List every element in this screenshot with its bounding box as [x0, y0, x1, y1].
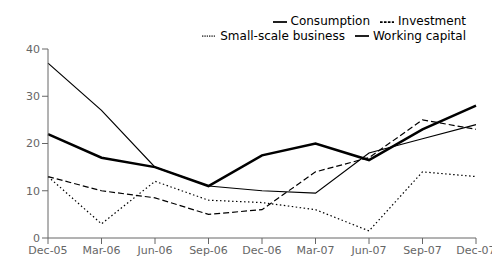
svg-text:10: 10	[26, 185, 40, 198]
svg-text:0: 0	[33, 232, 40, 245]
svg-text:Sep-06: Sep-06	[189, 244, 228, 257]
svg-text:30: 30	[26, 90, 40, 103]
html-text:Consumption: Consumption	[290, 14, 370, 28]
svg-text:20: 20	[26, 137, 40, 150]
svg-text:Jun-06: Jun-06	[136, 244, 172, 257]
svg-text:Dec-05: Dec-05	[28, 244, 67, 257]
svg-text:Mar-06: Mar-06	[82, 244, 120, 257]
svg-text:Dec-06: Dec-06	[242, 244, 281, 257]
svg-text:Sep-07: Sep-07	[403, 244, 442, 257]
svg-text:Jun-07: Jun-07	[350, 244, 386, 257]
svg-text:40: 40	[26, 43, 40, 56]
html-text:Investment: Investment	[398, 14, 466, 28]
svg-text:Dec-07: Dec-07	[456, 244, 492, 257]
html-text:Small-scale business: Small-scale business	[220, 28, 345, 43]
svg-text:Mar-07: Mar-07	[296, 244, 334, 257]
html-text:Working capital: Working capital	[372, 28, 466, 43]
